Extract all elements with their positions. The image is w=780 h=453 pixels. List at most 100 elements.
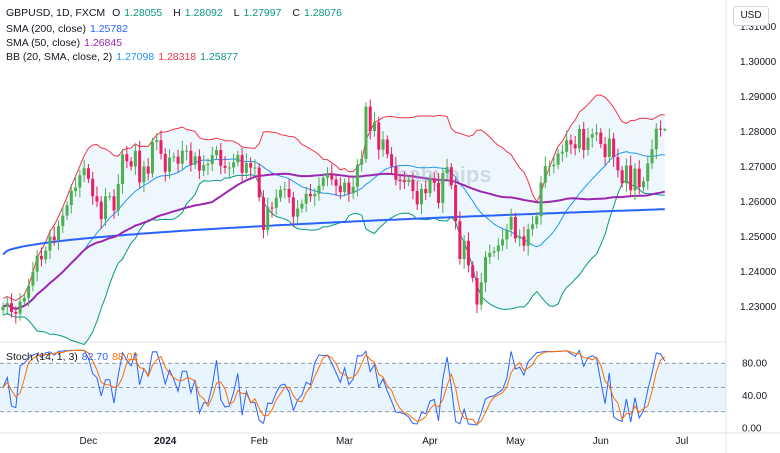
candle-body [505, 229, 509, 240]
candle-body [142, 166, 146, 183]
candle-body [390, 154, 394, 167]
candle-body [603, 144, 607, 158]
candle-body [304, 193, 308, 204]
candle-body [377, 122, 381, 150]
candle-body [381, 139, 385, 150]
candle-body [116, 184, 120, 211]
candle-body [633, 168, 637, 191]
candle-body [197, 156, 201, 171]
candle-body [479, 282, 483, 305]
candle-body [39, 255, 43, 260]
candle-body [364, 106, 368, 159]
bb-basis-line [2, 151, 665, 310]
candle-body [5, 303, 9, 307]
candle-body [95, 196, 99, 202]
candle-body [176, 156, 180, 164]
candle-body [419, 188, 423, 205]
price-tick-label: 1.25000 [740, 232, 777, 243]
candle-body [232, 162, 236, 168]
candle-body [659, 128, 663, 130]
candle-body [556, 153, 560, 165]
candle-body [219, 150, 223, 166]
candle-body [385, 139, 389, 155]
candle-body [642, 181, 645, 188]
sma200-legend: SMA (200, close) 1.25782 [6, 23, 128, 35]
candle-body [338, 185, 342, 193]
candle-body [266, 207, 270, 230]
candle-body [360, 158, 364, 165]
candle-body [1, 306, 5, 311]
candle-body [595, 132, 599, 135]
open-value: O 1.28055 [112, 7, 163, 19]
candle-body [530, 224, 534, 230]
candle-body [261, 197, 265, 230]
candle-body [616, 157, 620, 171]
low-value: L 1.27997 [233, 7, 282, 19]
candle-body [411, 179, 415, 192]
time-tick-label: Dec [80, 436, 98, 447]
candle-body [471, 265, 475, 278]
candle-body [52, 236, 56, 241]
time-tick-label: Jun [593, 436, 609, 447]
candle-body [244, 162, 248, 173]
sma50-legend: SMA (50, close) 1.26845 [6, 37, 123, 49]
candle-body [407, 179, 411, 182]
candle-body [61, 215, 65, 227]
candle-body [599, 132, 603, 145]
candle-body [543, 166, 547, 183]
sma200-line [2, 208, 665, 256]
candle-body [334, 179, 338, 186]
candle-body [193, 156, 197, 165]
time-tick-label: Jul [676, 436, 689, 447]
stoch-legend: Stoch (14, 1, 3) 82.70 88.02 [6, 351, 139, 363]
candle-body [492, 251, 496, 253]
candle-body [279, 189, 283, 198]
candle-body [402, 180, 406, 182]
candle-body [355, 164, 359, 187]
candle-body [509, 216, 513, 230]
candle-body [629, 165, 633, 191]
candle-body [18, 301, 22, 314]
candle-body [518, 236, 522, 239]
currency-button[interactable]: USD [733, 6, 769, 26]
candle-body [466, 240, 470, 266]
candle-body [317, 185, 321, 194]
candle-body [48, 236, 52, 251]
candle-body [582, 128, 586, 151]
stoch-tick-label: 0.00 [742, 423, 762, 434]
candle-body [607, 138, 611, 158]
stoch-tick-label: 40.00 [742, 391, 767, 402]
candle-body [539, 182, 543, 217]
stoch-tick-label: 80.00 [742, 359, 767, 370]
candle-body [654, 128, 658, 150]
price-tick-label: 1.28000 [740, 127, 777, 138]
candle-body [296, 208, 300, 217]
candle-body [168, 157, 172, 172]
candle-body [488, 252, 492, 257]
candle-body [69, 191, 73, 206]
candle-body [287, 188, 291, 198]
candle-body [14, 311, 18, 314]
candle-body [22, 297, 26, 302]
symbol-title: GBPUSD, 1D, FXCM [6, 7, 106, 19]
close-value: C 1.28076 [292, 7, 342, 19]
candle-body [398, 179, 402, 181]
candle-body [172, 156, 176, 158]
candle-body [437, 182, 441, 203]
candle-body [91, 178, 95, 197]
candle-body [103, 196, 107, 220]
candle-body [663, 128, 667, 130]
candle-body [612, 138, 616, 158]
candle-body [121, 154, 125, 185]
candle-body [163, 153, 167, 172]
candle-body [569, 140, 573, 145]
candle-body [565, 140, 569, 152]
symbol-legend: GBPUSD, 1D, FXCM O 1.28055 H 1.28092 L 1.27… [6, 6, 350, 20]
candle-body [484, 256, 488, 283]
candle-body [501, 239, 505, 246]
candle-body [441, 173, 445, 203]
candle-body [326, 174, 330, 178]
candle-body [180, 150, 184, 164]
candle-body [445, 167, 449, 174]
